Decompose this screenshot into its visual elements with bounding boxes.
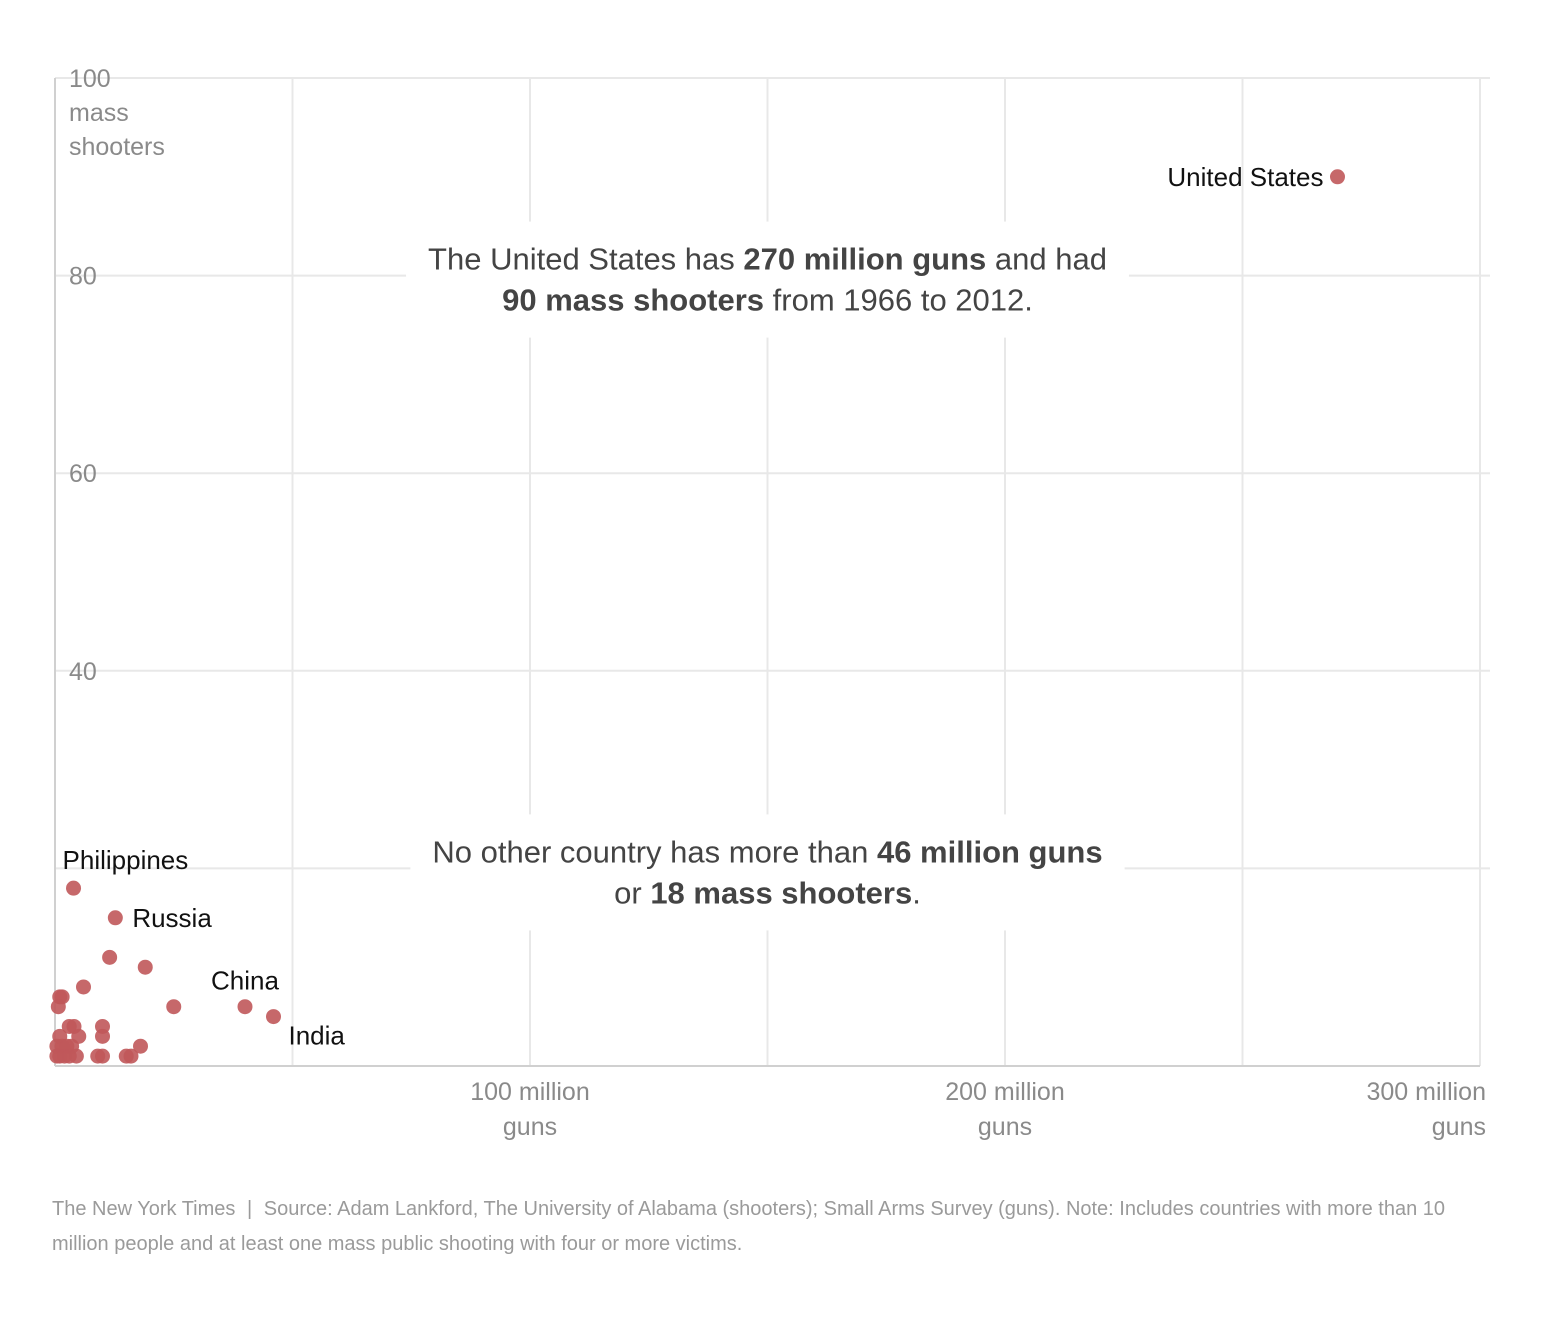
country-label: China [211,966,279,996]
data-point [50,999,66,1015]
x-tick-label: 200 million [945,1078,1065,1106]
y-axis-ticks: 100 mass shooters 80 60 40 [69,65,165,686]
annotation-line: The United States has 270 million guns a… [428,242,1107,277]
point-india [266,1009,281,1025]
x-tick-label: guns [978,1113,1032,1141]
data-point [76,979,91,995]
x-tick-label: 300 million [1366,1078,1486,1106]
data-point [95,1028,110,1044]
annotation: No other country has more than 46 millio… [410,814,1125,931]
country-label: Philippines [63,845,189,875]
country-label: India [289,1021,346,1051]
annotation-text: and had [986,242,1107,277]
annotation-line: No other country has more than 46 millio… [432,834,1102,869]
point-china [237,999,253,1015]
y-tick-label: 40 [69,658,97,686]
data-point [137,959,153,975]
annotation-text: No other country has more than [432,834,877,869]
data-point [123,1048,139,1064]
data-point [95,1048,110,1064]
point-russia [107,910,123,926]
y-tick-label: 100 [69,65,111,93]
annotation-text: . [912,875,921,910]
annotation-bold-text: 270 million guns [743,242,986,277]
annotation-bold-text: 90 mass shooters [502,283,764,318]
point-philippines [66,880,82,896]
footer: The New York Times | Source: Adam Lankfo… [52,1192,1492,1262]
point-united-states [1330,169,1345,185]
scatter-chart: 100 mass shooters 80 60 40 100 million guns 200… [49,65,1490,1141]
x-tick-label: guns [1432,1113,1486,1141]
y-tick-label: 60 [69,460,97,488]
annotation-text: The United States has [428,242,743,277]
country-label: United States [1167,162,1323,192]
footer-source: Source: Adam Lankford, The University of… [52,1198,1446,1255]
data-point [166,999,182,1015]
gridlines [54,77,1490,1067]
x-tick-label: guns [503,1113,557,1141]
y-tick-label: 80 [69,263,97,291]
annotation-bold-text: 46 million guns [877,834,1103,869]
data-point [102,949,118,965]
y-tick-label: mass [69,99,129,127]
annotation-background [406,221,1129,338]
x-tick-label: 100 million [470,1078,590,1106]
annotation-bold-text: 18 mass shooters [650,875,912,910]
data-point [133,1038,148,1054]
annotations: The United States has 270 million guns a… [406,221,1129,931]
data-points [49,169,1345,1064]
annotation-line: or 18 mass shooters. [614,875,921,910]
country-label: Russia [132,903,212,933]
annotation-background [410,814,1125,931]
annotation-text: or [614,875,650,910]
annotation-text: from 1966 to 2012. [764,283,1033,318]
annotation: The United States has 270 million guns a… [406,221,1129,338]
y-tick-label: shooters [69,133,165,161]
x-axis-ticks: 100 million guns 200 million guns 300 millio… [470,1078,1486,1141]
country-labels: United States India China Philippines Russia [63,162,1324,1051]
footer-credit: The New York Times [52,1198,236,1220]
footer-separator: | [246,1198,253,1220]
annotation-line: 90 mass shooters from 1966 to 2012. [502,283,1033,318]
data-point [64,1038,80,1054]
